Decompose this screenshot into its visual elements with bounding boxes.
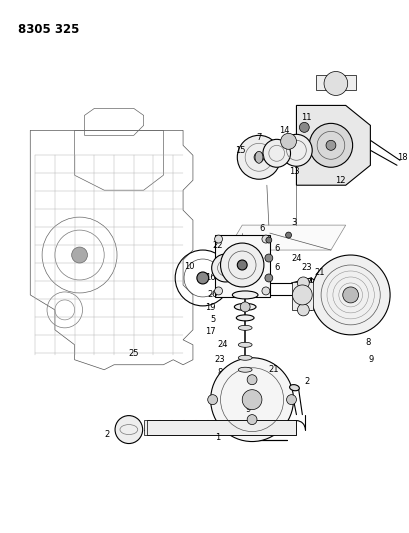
Circle shape <box>196 272 208 284</box>
Text: 8: 8 <box>217 368 222 377</box>
Text: 24: 24 <box>216 340 227 349</box>
Circle shape <box>280 133 296 149</box>
Ellipse shape <box>238 342 252 348</box>
Text: 23: 23 <box>301 263 311 272</box>
Circle shape <box>247 375 256 385</box>
Text: 17: 17 <box>204 327 215 336</box>
Bar <box>143 419 296 434</box>
Text: 15: 15 <box>234 146 245 155</box>
Circle shape <box>264 254 272 262</box>
Ellipse shape <box>289 385 299 391</box>
Circle shape <box>115 416 142 443</box>
Circle shape <box>237 260 247 270</box>
Circle shape <box>308 123 352 167</box>
Circle shape <box>264 274 272 282</box>
Circle shape <box>72 247 87 263</box>
Bar <box>315 76 355 91</box>
Text: 6: 6 <box>259 224 264 232</box>
Circle shape <box>261 235 269 243</box>
Circle shape <box>237 135 280 179</box>
Circle shape <box>247 415 256 425</box>
Text: 16: 16 <box>204 273 215 282</box>
Text: 6: 6 <box>274 244 279 253</box>
Circle shape <box>286 394 296 405</box>
Text: 4: 4 <box>235 251 240 260</box>
Circle shape <box>297 304 308 316</box>
Ellipse shape <box>238 367 252 372</box>
Circle shape <box>261 287 269 295</box>
Circle shape <box>285 232 291 238</box>
Circle shape <box>220 243 263 287</box>
Text: 1: 1 <box>214 433 220 442</box>
Text: 22: 22 <box>212 240 222 249</box>
Circle shape <box>262 139 290 167</box>
Ellipse shape <box>238 325 252 330</box>
Text: 21: 21 <box>268 365 279 374</box>
Text: 6: 6 <box>274 263 279 272</box>
Circle shape <box>292 285 311 305</box>
Text: 9: 9 <box>368 356 373 364</box>
Bar <box>291 282 312 310</box>
Text: 23: 23 <box>214 356 225 364</box>
Circle shape <box>342 287 358 303</box>
Text: 2: 2 <box>104 430 110 439</box>
Text: 18: 18 <box>396 153 407 162</box>
Circle shape <box>240 302 249 312</box>
Text: 2: 2 <box>303 377 309 386</box>
Text: 8: 8 <box>364 338 370 348</box>
Ellipse shape <box>236 315 254 321</box>
Text: 25: 25 <box>128 349 139 358</box>
Text: 12: 12 <box>335 176 345 185</box>
Polygon shape <box>227 225 345 250</box>
Ellipse shape <box>254 151 262 163</box>
Text: 8305 325: 8305 325 <box>18 22 80 36</box>
Circle shape <box>299 123 308 132</box>
Circle shape <box>325 140 335 150</box>
Text: 11: 11 <box>300 113 311 122</box>
Polygon shape <box>296 106 369 185</box>
Text: 20: 20 <box>207 290 217 300</box>
Ellipse shape <box>238 356 252 360</box>
Circle shape <box>280 134 311 166</box>
Circle shape <box>297 277 308 289</box>
Text: 21: 21 <box>313 269 324 278</box>
Text: 5: 5 <box>210 316 215 325</box>
Text: 9: 9 <box>245 405 250 414</box>
Text: 10: 10 <box>184 262 194 271</box>
Circle shape <box>265 237 271 243</box>
Circle shape <box>254 152 263 162</box>
Circle shape <box>214 287 222 295</box>
Text: 19: 19 <box>204 303 215 312</box>
Bar <box>146 419 296 434</box>
Circle shape <box>242 390 261 410</box>
Circle shape <box>211 254 239 282</box>
Circle shape <box>310 255 389 335</box>
Text: 14: 14 <box>279 126 289 135</box>
Ellipse shape <box>232 291 257 299</box>
Text: 24: 24 <box>291 254 301 263</box>
Circle shape <box>323 71 347 95</box>
Bar <box>214 235 269 297</box>
Circle shape <box>214 235 222 243</box>
Circle shape <box>207 394 217 405</box>
Circle shape <box>210 358 293 441</box>
Text: 7: 7 <box>256 133 261 142</box>
Text: 3: 3 <box>291 217 296 227</box>
Text: 13: 13 <box>288 167 299 176</box>
Ellipse shape <box>234 303 255 310</box>
